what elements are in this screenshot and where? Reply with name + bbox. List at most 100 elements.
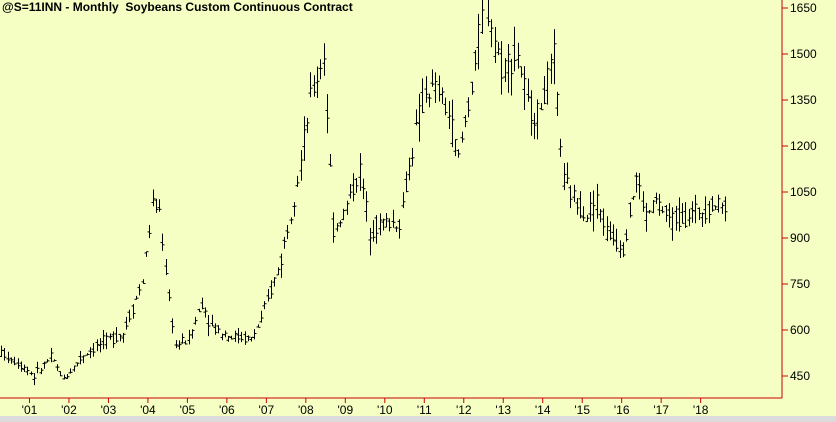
ohlc-bar (651, 200, 656, 214)
ohlc-bar (160, 233, 165, 251)
ohlc-bar (0, 345, 4, 357)
ohlc-bar (591, 190, 596, 232)
ohlc-bar (292, 202, 297, 217)
ohlc-bar (716, 194, 721, 213)
ohlc-bar (641, 191, 646, 212)
ohlc-bar (299, 150, 304, 181)
ohlc-bar (124, 316, 129, 330)
ohlc-bar (690, 201, 695, 223)
ohlc-bar (9, 357, 14, 364)
ohlc-bar (197, 308, 202, 313)
ohlc-bar (358, 153, 363, 191)
ohlc-bar (598, 208, 603, 223)
ohlc-bar (713, 205, 718, 210)
y-tick-label: 1650 (790, 1, 817, 15)
ohlc-bar (325, 94, 330, 134)
ohlc-bar (6, 351, 11, 364)
ohlc-bar (404, 171, 409, 193)
ohlc-bar (131, 304, 136, 319)
ohlc-bar (95, 339, 100, 352)
ohlc-bar (276, 267, 281, 276)
ohlc-bar (141, 279, 146, 284)
ohlc-bar (322, 43, 327, 76)
ohlc-bar (480, 0, 485, 35)
ohlc-bar (634, 172, 639, 193)
ohlc-bar (542, 75, 547, 105)
ohlc-bar (700, 212, 705, 228)
ohlc-bar (62, 374, 67, 380)
ohlc-bar (381, 218, 386, 231)
ohlc-bar (605, 216, 610, 242)
x-tick-label: '06 (219, 403, 235, 417)
ohlc-bar (384, 213, 389, 228)
ohlc-bar (32, 373, 37, 386)
ohlc-bar (654, 192, 659, 204)
ohlc-bar (608, 221, 613, 241)
x-tick-label: '14 (535, 403, 551, 417)
ohlc-bar (667, 203, 672, 228)
y-tick-label: 1200 (790, 139, 817, 153)
ohlc-bar (526, 78, 531, 102)
ohlc-bar (562, 162, 567, 191)
ohlc-bar (618, 240, 623, 259)
ohlc-bar (614, 228, 619, 252)
ohlc-bar (443, 97, 448, 116)
ohlc-bar (707, 200, 712, 224)
ohlc-bar (193, 316, 198, 325)
ohlc-bar (499, 41, 504, 95)
ohlc-bar (282, 236, 287, 249)
y-tick-label: 900 (790, 231, 810, 245)
ohlc-bar (233, 330, 238, 342)
ohlc-bar (137, 284, 142, 296)
ohlc-bar (29, 371, 34, 376)
ohlc-bar (331, 212, 336, 243)
x-tick-label: '13 (495, 403, 511, 417)
ohlc-bar (111, 331, 116, 348)
ohlc-bar (91, 343, 96, 357)
y-tick-label: 600 (790, 323, 810, 337)
ohlc-bar (611, 224, 616, 246)
y-tick-label: 450 (790, 369, 810, 383)
ohlc-bar (246, 335, 251, 342)
ohlc-bar (631, 196, 636, 200)
ohlc-bar (187, 329, 192, 345)
ohlc-bar (167, 289, 172, 302)
ohlc-bar (210, 314, 215, 327)
ohlc-bar (391, 209, 396, 228)
ohlc-bar (549, 53, 554, 84)
ohlc-bar (72, 365, 77, 372)
ohlc-bar (578, 191, 583, 219)
x-tick-label: '05 (180, 403, 196, 417)
x-tick-label: '09 (337, 403, 353, 417)
ohlc-bar (674, 205, 679, 231)
ohlc-bar (25, 366, 30, 376)
ohlc-bar (456, 149, 461, 158)
ohlc-bar (697, 207, 702, 221)
ohlc-bar (318, 59, 323, 80)
ohlc-bar (351, 173, 356, 202)
ohlc-bar (65, 374, 70, 380)
ohlc-bar (720, 202, 725, 214)
ohlc-bar (302, 116, 307, 161)
ohlc-bar (509, 58, 514, 96)
ohlc-bar (637, 173, 642, 200)
x-tick-label: '02 (61, 403, 77, 417)
ohlc-bar (45, 359, 50, 363)
ohlc-bar (558, 138, 563, 157)
ohlc-bar (243, 331, 248, 345)
x-tick-label: '08 (298, 403, 314, 417)
ohlc-bar (226, 335, 231, 342)
ohlc-bar (266, 289, 271, 302)
x-tick-label: '11 (417, 403, 432, 417)
ohlc-bar (588, 191, 593, 222)
ohlc-bar (660, 206, 665, 214)
x-tick-label: '01 (22, 403, 38, 417)
ohlc-bar (361, 178, 366, 200)
x-tick-label: '18 (693, 403, 709, 417)
ohlc-bar (236, 327, 241, 344)
ohlc-bar (397, 219, 402, 239)
ohlc-bar (683, 202, 688, 228)
y-tick-label: 750 (790, 277, 810, 291)
ohlc-bar (568, 185, 573, 209)
